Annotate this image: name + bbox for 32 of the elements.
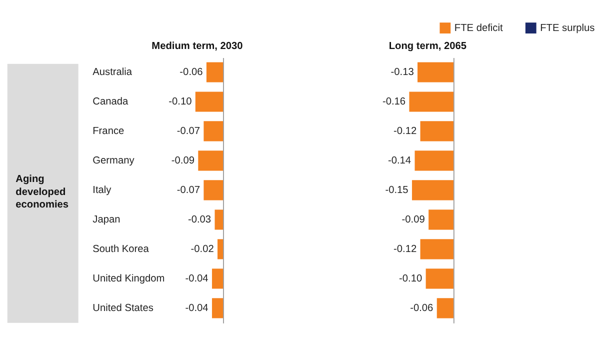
- data-label: -0.07: [176, 184, 200, 196]
- data-label: -0.07: [176, 126, 200, 137]
- data-label: -0.09: [402, 214, 426, 226]
- y-tick-label: Australia: [92, 66, 132, 78]
- legend-label: FTE surplus: [540, 22, 595, 34]
- text: Aging developed economies: [16, 174, 69, 211]
- data-label: -0.12: [394, 126, 417, 137]
- data-label: -0.10: [168, 96, 192, 108]
- data-label: -0.15: [385, 184, 409, 196]
- y-tick-label: United Kingdom: [92, 273, 165, 284]
- y-tick-label: South Korea: [92, 244, 150, 255]
- data-label: -0.03: [188, 214, 212, 226]
- data-label: -0.14: [388, 155, 412, 166]
- data-label: -0.12: [394, 244, 417, 255]
- data-label: -0.06: [180, 66, 204, 78]
- data-label: -0.06: [410, 302, 434, 314]
- data-label: -0.10: [399, 273, 422, 284]
- data-label: -0.13: [390, 66, 414, 78]
- legend-label: FTE deficit: [454, 22, 503, 34]
- chart-title: Medium term, 2030: [152, 41, 244, 52]
- y-tick-label: Germany: [92, 155, 136, 166]
- data-label: -0.16: [382, 96, 406, 108]
- y-tick-label: United States: [92, 302, 154, 314]
- data-label: -0.04: [185, 273, 209, 284]
- chart-title: Long term, 2065: [388, 41, 467, 52]
- data-label: -0.09: [171, 155, 195, 166]
- data-label: -0.04: [185, 302, 209, 314]
- y-tick-label: Canada: [92, 96, 128, 108]
- y-tick-label: France: [92, 126, 125, 137]
- y-tick-label: Japan: [92, 214, 120, 226]
- y-tick-label: Italy: [92, 184, 112, 196]
- data-label: -0.02: [190, 244, 214, 255]
